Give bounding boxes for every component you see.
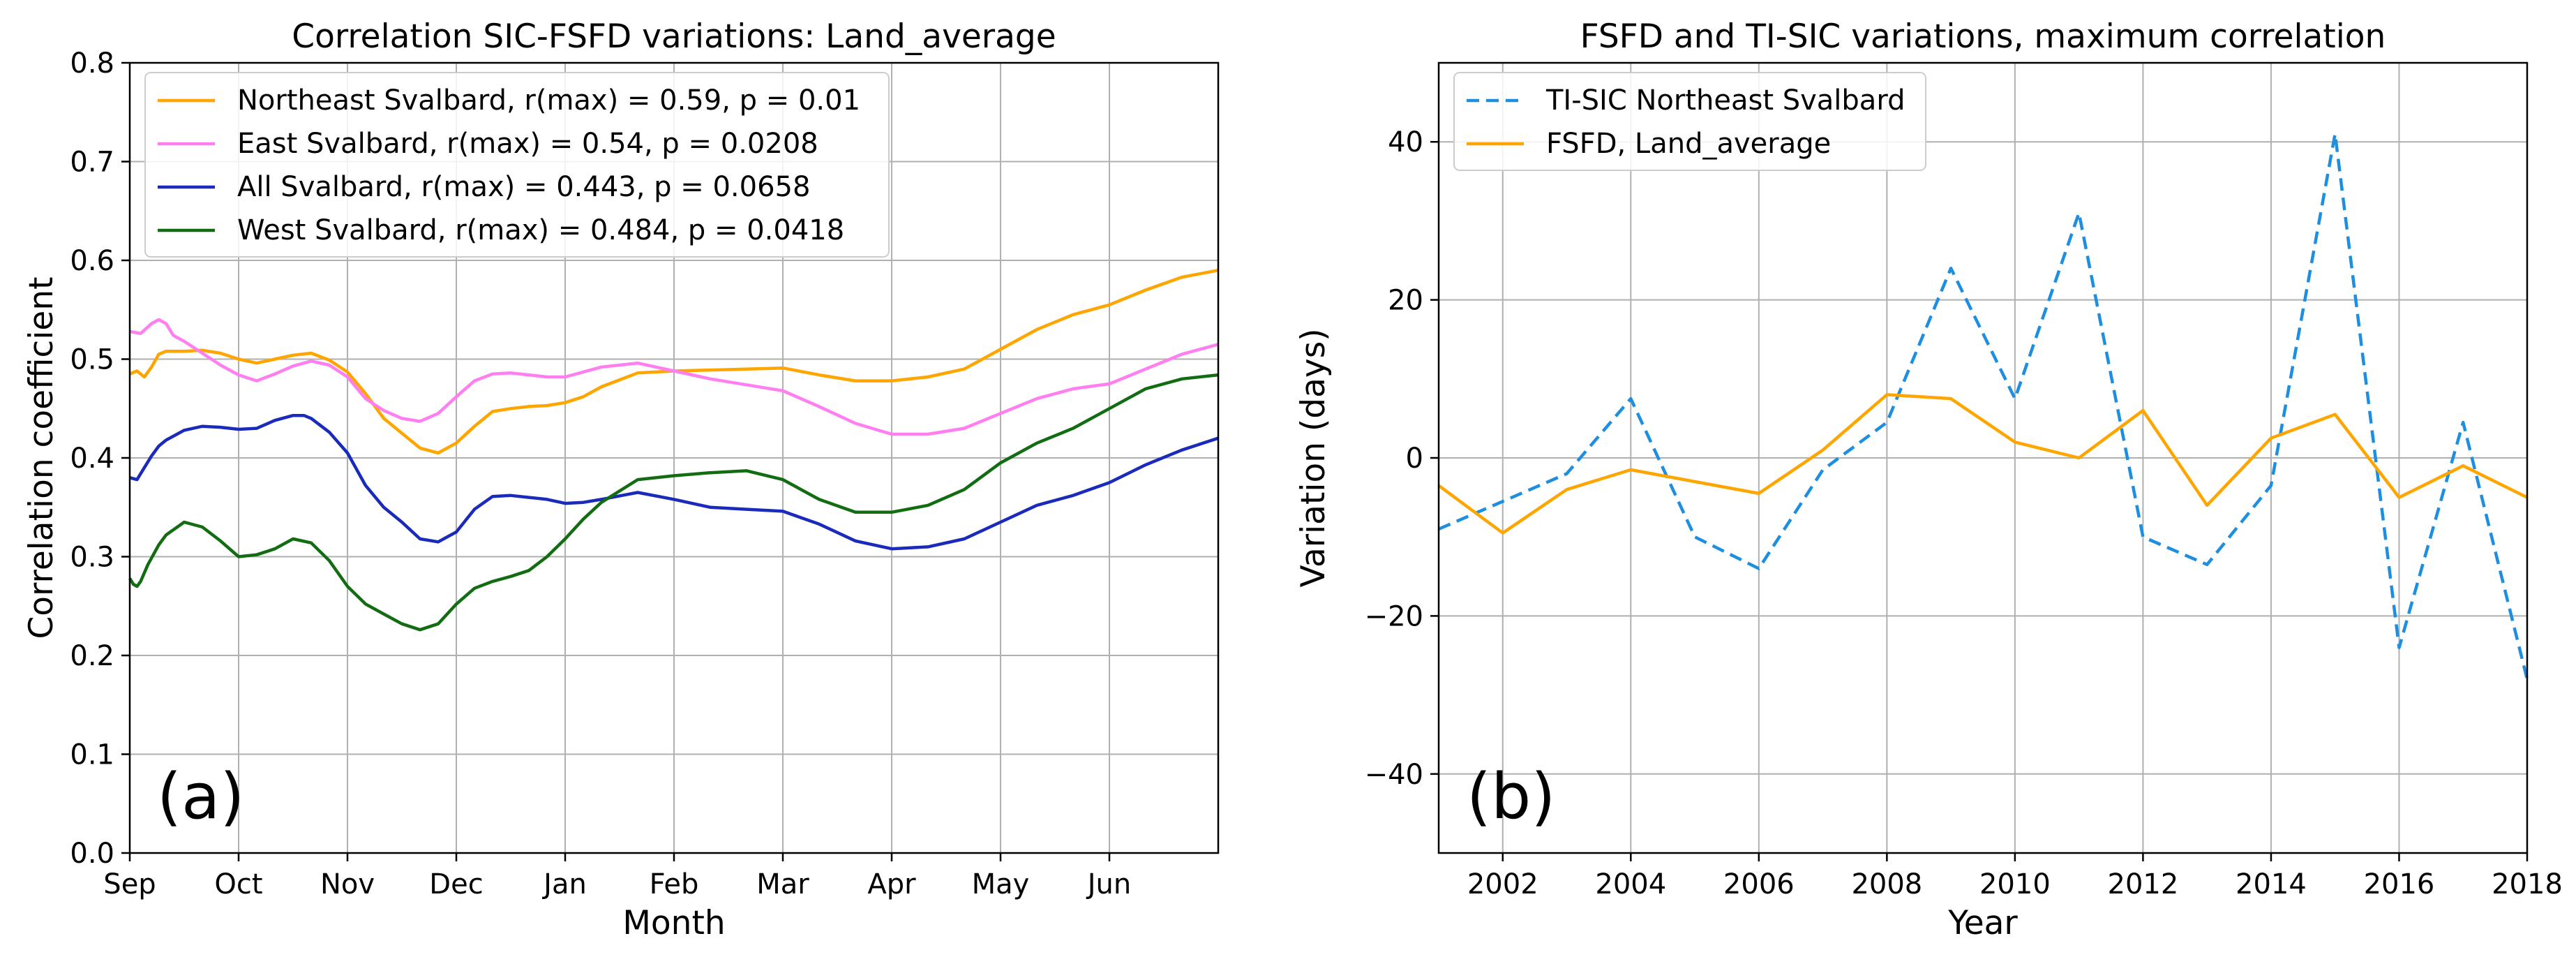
panel-b-x-tick-2004: 2004 (1595, 868, 1666, 900)
panel-a-x-tick-dec: Dec (429, 868, 483, 900)
panel-b-label: (b) (1467, 760, 1555, 833)
series-line-east-svalbard (129, 318, 1219, 436)
panel-a-x-tick-feb: Feb (650, 868, 699, 900)
series-line-ti-sic-northeast-svalbard (1438, 132, 2529, 680)
panel-b-x-tick-2016: 2016 (2364, 868, 2435, 900)
panel-a-y-tick: 0.2 (70, 640, 114, 672)
panel-a-y-ticks: 0.0 0.1 0.2 0.3 0.4 0.5 0.6 0.7 0.8 (70, 47, 130, 870)
panel-a-series (128, 268, 1219, 632)
series-line-west-svalbard (128, 373, 1219, 632)
legend-label-east-svalbard: East Svalbard, r(max) = 0.54, p = 0.0208 (237, 128, 818, 160)
panel-b-grid (1439, 63, 2528, 853)
panel-a-x-axis-label: Month (622, 904, 725, 942)
panel-a-y-tick: 0.8 (70, 47, 114, 80)
panel-a-legend-frame (144, 72, 890, 258)
panel-b-y-axis-label: Variation (days) (1294, 328, 1333, 587)
panel-a-x-ticks: Sep Oct Nov Dec Jan Feb Mar Apr May Jun (103, 853, 1131, 900)
panel-b-x-tick-2008: 2008 (1851, 868, 1922, 900)
panel-a-y-tick: 0.6 (70, 245, 114, 277)
panel-b-x-tick-2002: 2002 (1467, 868, 1538, 900)
panel-b-legend: TI-SIC Northeast Svalbard FSFD, Land_ave… (1453, 72, 1926, 171)
panel-b-x-tick-2006: 2006 (1723, 868, 1795, 900)
panel-a-x-tick-apr: Apr (867, 868, 916, 900)
panel-b-x-ticks: 2002 2004 2006 2008 2010 2012 2014 2016 2018 (1467, 853, 2563, 900)
panel-a-correlation-chart: Correlation SIC-FSFD variations: Land_av… (22, 17, 1220, 942)
panel-a-x-tick-may: May (972, 868, 1030, 900)
panel-b-x-tick-2014: 2014 (2236, 868, 2307, 900)
panel-a-legend: Northeast Svalbard, r(max) = 0.59, p = 0… (144, 72, 890, 258)
panel-b-y-tick: 40 (1388, 126, 1423, 158)
panel-a-x-tick-oct: Oct (214, 868, 262, 900)
panel-b-x-tick-2012: 2012 (2108, 868, 2179, 900)
legend-label-fsfd-land-average: FSFD, Land_average (1546, 128, 1831, 160)
series-line-northeast-svalbard (129, 268, 1219, 455)
panel-b-y-tick: 0 (1406, 443, 1423, 475)
panel-a-title: Correlation SIC-FSFD variations: Land_av… (292, 17, 1056, 56)
series-line-fsfd-land-average (1437, 393, 2528, 535)
panel-a-x-tick-jun: Jun (1086, 868, 1132, 900)
panel-b-y-tick: −20 (1365, 600, 1423, 632)
panel-b-x-tick-2018: 2018 (2492, 868, 2563, 900)
panel-b-x-tick-2010: 2010 (1979, 868, 2051, 900)
panel-b-title: FSFD and TI-SIC variations, maximum corr… (1580, 17, 2386, 56)
legend-label-west-svalbard: West Svalbard, r(max) = 0.484, p = 0.041… (237, 214, 844, 246)
panel-a-y-tick: 0.5 (70, 344, 114, 376)
panel-a-y-tick: 0.4 (70, 443, 114, 475)
panel-a-x-tick-nov: Nov (320, 868, 375, 900)
panel-a-y-tick: 0.1 (70, 739, 114, 771)
panel-b-x-axis-label: Year (1947, 904, 2018, 942)
panel-b-y-tick: 20 (1388, 285, 1423, 317)
panel-b-y-ticks: −40 −20 0 20 40 (1365, 126, 1439, 791)
panel-a-x-tick-jan: Jan (541, 868, 587, 900)
panel-a-y-tick: 0.3 (70, 542, 114, 574)
panel-a-y-tick: 0.7 (70, 147, 114, 179)
panel-a-label: (a) (157, 760, 244, 833)
legend-label-ti-sic-northeast-svalbard: TI-SIC Northeast Svalbard (1545, 84, 1905, 117)
panel-b-legend-frame (1453, 72, 1926, 171)
panel-b-variation-chart: FSFD and TI-SIC variations, maximum corr… (1294, 17, 2563, 942)
legend-label-all-svalbard: All Svalbard, r(max) = 0.443, p = 0.0658 (237, 171, 810, 203)
series-line-all-svalbard (129, 413, 1219, 551)
panel-a-x-tick-mar: Mar (756, 868, 809, 900)
panel-a-y-axis-label: Correlation coefficient (22, 276, 61, 639)
panel-a-y-tick: 0.0 (70, 838, 114, 870)
panel-a-x-tick-sep: Sep (103, 868, 156, 900)
legend-label-northeast-svalbard: Northeast Svalbard, r(max) = 0.59, p = 0… (237, 84, 860, 117)
panel-b-y-tick: −40 (1365, 759, 1423, 791)
panel-b-series (1437, 132, 2529, 680)
